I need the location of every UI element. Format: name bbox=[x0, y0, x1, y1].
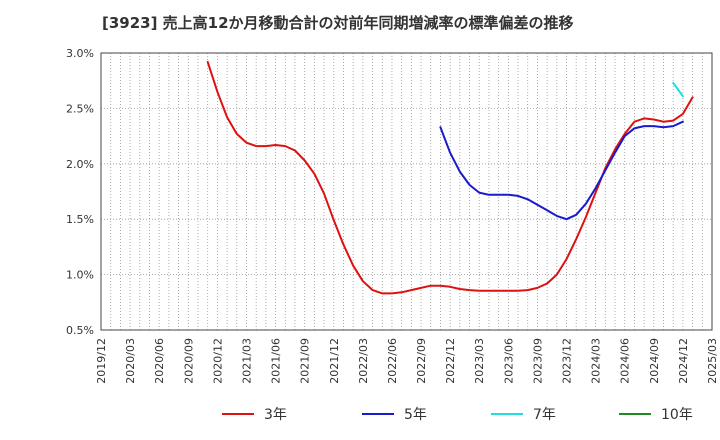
x-tick-label: 2024/03 bbox=[590, 338, 603, 384]
legend-label: 7年 bbox=[533, 407, 556, 423]
x-tick-label: 2020/03 bbox=[124, 338, 137, 384]
legend-label: 10年 bbox=[661, 407, 693, 423]
x-tick-label: 2021/06 bbox=[270, 338, 283, 384]
y-tick-label: 1.0% bbox=[66, 269, 94, 282]
x-tick-label: 2022/06 bbox=[386, 338, 399, 384]
x-tick-label: 2021/03 bbox=[240, 338, 253, 384]
x-tick-label: 2021/09 bbox=[299, 338, 312, 384]
x-tick-label: 2024/09 bbox=[648, 338, 661, 384]
x-tick-label: 2021/12 bbox=[328, 338, 341, 384]
y-tick-label: 1.5% bbox=[66, 213, 94, 226]
x-tick-label: 2023/12 bbox=[561, 338, 574, 384]
x-tick-label: 2022/09 bbox=[415, 338, 428, 384]
y-tick-label: 3.0% bbox=[66, 47, 94, 60]
x-tick-label: 2020/12 bbox=[211, 338, 224, 384]
x-tick-label: 2023/09 bbox=[531, 338, 544, 384]
x-tick-label: 2023/06 bbox=[502, 338, 515, 384]
plot-frame bbox=[100, 52, 713, 331]
y-tick-label: 0.5% bbox=[66, 324, 94, 337]
x-tick-label: 2019/12 bbox=[95, 338, 108, 384]
y-tick-label: 2.5% bbox=[66, 102, 94, 115]
x-tick-label: 2023/03 bbox=[473, 338, 486, 384]
chart-title: [3923] 売上高12か月移動合計の対前年同期増減率の標準偏差の推移 bbox=[102, 14, 574, 32]
x-tick-label: 2024/06 bbox=[619, 338, 632, 384]
x-tick-label: 2020/09 bbox=[182, 338, 195, 384]
x-tick-label: 2025/03 bbox=[706, 338, 719, 384]
legend-label: 3年 bbox=[264, 407, 287, 423]
x-tick-label: 2022/03 bbox=[357, 338, 370, 384]
x-tick-label: 2020/06 bbox=[153, 338, 166, 384]
series-line-3年 bbox=[206, 60, 694, 295]
y-tick-label: 2.0% bbox=[66, 158, 94, 171]
legend-label: 5年 bbox=[404, 407, 427, 423]
series-line-5年 bbox=[439, 120, 684, 221]
series-line-7年 bbox=[672, 81, 684, 98]
x-tick-label: 2022/12 bbox=[444, 338, 457, 384]
x-tick-label: 2024/12 bbox=[677, 338, 690, 384]
